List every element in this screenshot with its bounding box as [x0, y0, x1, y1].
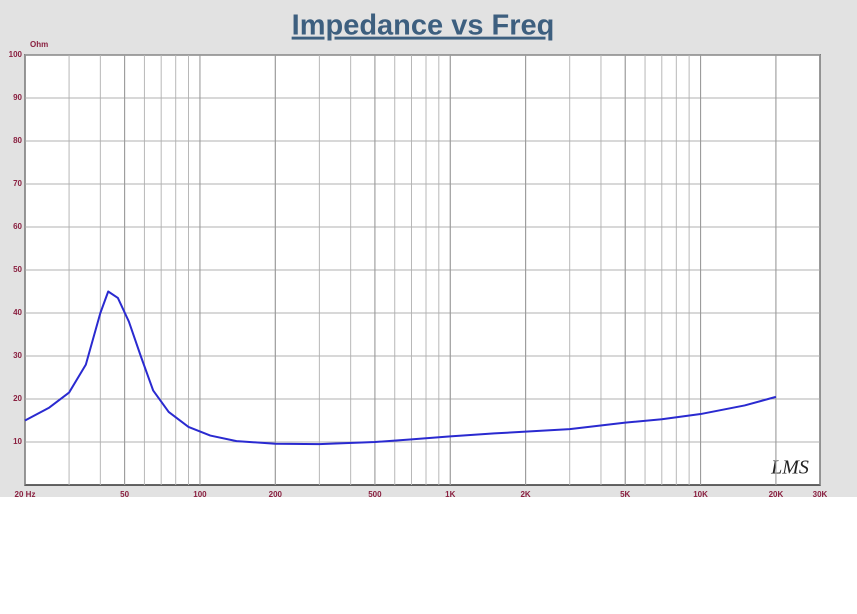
x-tick-label: 100: [193, 490, 207, 499]
x-tick-label: 1K: [445, 490, 455, 499]
x-tick-label: 20K: [769, 490, 784, 499]
x-tick-label: 5K: [620, 490, 630, 499]
y-tick-label: 100: [9, 50, 23, 59]
watermark: LMS: [770, 457, 809, 479]
x-tick-label: 30K: [813, 490, 828, 499]
y-tick-label: 90: [13, 93, 22, 102]
y-tick-label: 30: [13, 351, 22, 360]
x-tick-label: 2K: [520, 490, 530, 499]
x-tick-label: 500: [368, 490, 382, 499]
y-tick-label: 70: [13, 179, 22, 188]
x-tick-label: 20 Hz: [15, 490, 36, 499]
y-tick-label: 10: [13, 437, 22, 446]
chart-title: Impedance vs Freq: [292, 10, 555, 42]
y-tick-label: 40: [13, 308, 22, 317]
y-axis-label: Ohm: [30, 40, 48, 49]
impedance-line: [24, 290, 777, 446]
y-tick-label: 50: [13, 265, 22, 274]
x-tick-label: 50: [120, 490, 129, 499]
y-tick-label: 80: [13, 136, 22, 145]
x-tick-label: 10K: [693, 490, 708, 499]
x-tick-label: 200: [269, 490, 283, 499]
y-tick-label: 60: [13, 222, 22, 231]
y-tick-label: 20: [13, 394, 22, 403]
